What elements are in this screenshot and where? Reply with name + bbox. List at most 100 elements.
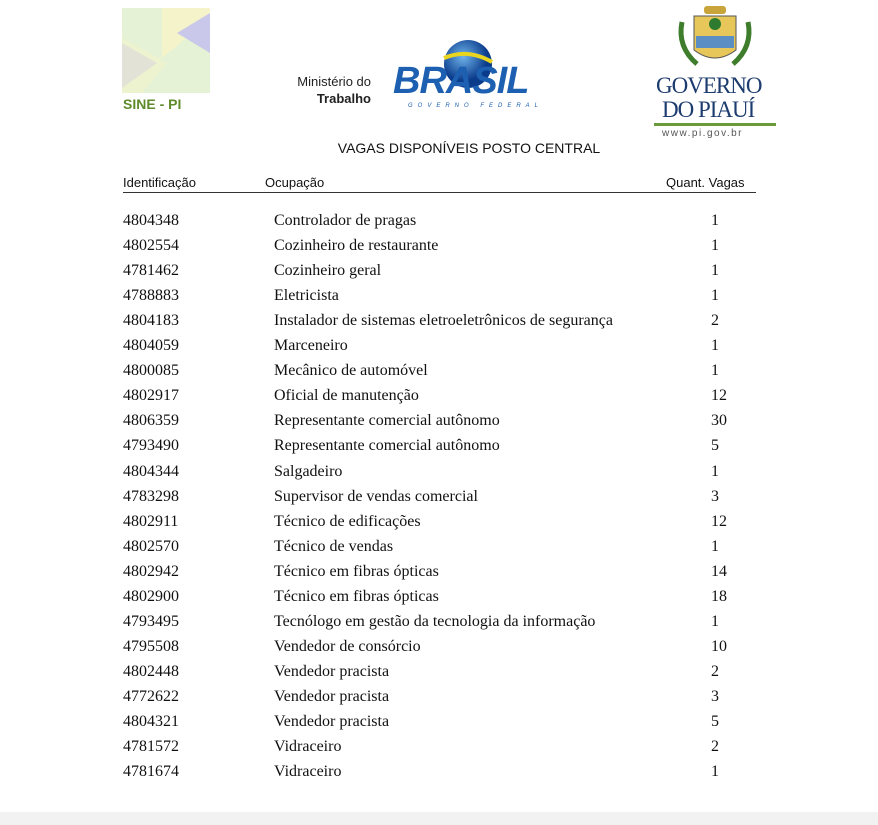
ministerio-trabalho-text: Ministério do Trabalho (297, 74, 371, 106)
table-row: 4793490 Representante comercial autônomo 5 (0, 433, 878, 458)
cell-quantity: 3 (711, 687, 719, 705)
cell-quantity: 5 (711, 437, 719, 455)
column-header-quantity: Quant. Vagas (666, 175, 745, 190)
cell-quantity: 30 (711, 412, 727, 430)
cell-quantity: 12 (711, 387, 727, 405)
table-row: 4804321 Vendedor pracista 5 (0, 709, 878, 734)
cell-occupation: Marceneiro (274, 337, 348, 355)
cell-id: 4806359 (123, 412, 179, 430)
cell-id: 4802942 (123, 562, 179, 580)
cell-occupation: Técnico em fibras ópticas (274, 562, 439, 580)
cell-occupation: Vidraceiro (274, 738, 342, 756)
cell-occupation: Mecânico de automóvel (274, 362, 428, 380)
brasil-governo-federal-logo: BRASIL GOVERNO FEDERAL (388, 38, 553, 113)
cell-quantity: 2 (711, 662, 719, 680)
column-header-id: Identificação (123, 175, 196, 190)
cell-quantity: 10 (711, 637, 727, 655)
table-row: 4795508 Vendedor de consórcio 10 (0, 634, 878, 659)
cell-id: 4802554 (123, 237, 179, 255)
cell-quantity: 5 (711, 713, 719, 730)
cell-id: 4800085 (123, 362, 179, 380)
cell-occupation: Eletricista (274, 287, 339, 305)
table-row: 4806359 Representante comercial autônomo 3… (0, 408, 878, 433)
cell-id: 4781674 (123, 763, 179, 781)
header-underline (123, 192, 756, 193)
cell-occupation: Salgadeiro (274, 462, 343, 480)
cell-occupation: Cozinheiro geral (274, 262, 382, 280)
cell-occupation: Representante comercial autônomo (274, 412, 500, 430)
governo-url: www.pi.gov.br (662, 128, 744, 139)
cell-id: 4804059 (123, 337, 179, 355)
brasil-wordmark: BRASIL (393, 60, 529, 102)
cell-occupation: Vendedor pracista (274, 687, 390, 705)
table-row: 4802911 Técnico de edificações 12 (0, 509, 878, 534)
table-row: 4788883 Eletricista 1 (0, 283, 878, 308)
governo-line2: DO PIAUÍ (662, 97, 755, 122)
cell-quantity: 18 (711, 587, 727, 605)
table-row: 4783298 Supervisor de vendas comercial 3 (0, 484, 878, 509)
cell-id: 4802448 (123, 662, 179, 680)
cell-quantity: 1 (711, 262, 719, 280)
cell-quantity: 1 (711, 212, 719, 229)
governo-divider (654, 123, 776, 126)
cell-id: 4795508 (123, 637, 179, 655)
cell-occupation: Vendedor de consórcio (274, 637, 421, 655)
table-row: 4804059 Marceneiro 1 (0, 333, 878, 358)
cell-quantity: 14 (711, 562, 727, 580)
cell-quantity: 3 (711, 487, 719, 505)
cell-occupation: Instalador de sistemas eletroeletrônicos… (274, 312, 613, 330)
table-row: 4781572 Vidraceiro 2 (0, 734, 878, 759)
cell-id: 4804348 (123, 212, 179, 229)
table-row: 4800085 Mecânico de automóvel 1 (0, 358, 878, 383)
cell-id: 4793495 (123, 612, 179, 630)
sine-pi-logo: SINE - PI (122, 8, 212, 114)
cell-occupation: Vidraceiro (274, 763, 342, 781)
cell-occupation: Vendedor pracista (274, 713, 390, 730)
cell-quantity: 1 (711, 537, 719, 555)
cell-id: 4781462 (123, 262, 179, 280)
table-row: 4802900 Técnico em fibras ópticas 18 (0, 584, 878, 609)
table-row: 4781462 Cozinheiro geral 1 (0, 258, 878, 283)
page-title: VAGAS DISPONÍVEIS POSTO CENTRAL (337, 140, 601, 156)
cell-occupation: Técnico de vendas (274, 537, 394, 555)
cell-id: 4783298 (123, 487, 179, 505)
table-row: 4802448 Vendedor pracista 2 (0, 659, 878, 684)
table-row: 4802554 Cozinheiro de restaurante 1 (0, 233, 878, 258)
brasil-subtitle: GOVERNO FEDERAL (408, 103, 544, 109)
cell-id: 4781572 (123, 738, 179, 756)
cell-quantity: 1 (711, 763, 719, 781)
cell-id: 4804183 (123, 312, 179, 330)
cell-quantity: 1 (711, 237, 719, 255)
table-row: 4802942 Técnico em fibras ópticas 14 (0, 559, 878, 584)
cell-occupation: Representante comercial autônomo (274, 437, 500, 455)
cell-id: 4802900 (123, 587, 179, 605)
cell-id: 4804344 (123, 462, 179, 480)
cell-quantity: 1 (711, 462, 719, 480)
sine-pi-text: SINE - PI (123, 96, 182, 112)
cell-quantity: 1 (711, 362, 719, 380)
cell-occupation: Controlador de pragas (274, 212, 417, 229)
cell-occupation: Oficial de manutenção (274, 387, 419, 405)
table-row: 4802917 Oficial de manutenção 12 (0, 383, 878, 408)
cell-id: 4788883 (123, 287, 179, 305)
cell-quantity: 2 (711, 738, 719, 756)
cell-id: 4772622 (123, 687, 179, 705)
table-row: 4802570 Técnico de vendas 1 (0, 534, 878, 559)
cell-id: 4793490 (123, 437, 179, 455)
cell-quantity: 1 (711, 287, 719, 305)
cell-occupation: Supervisor de vendas comercial (274, 487, 478, 505)
column-header-occupation: Ocupação (265, 175, 325, 190)
cell-occupation: Vendedor pracista (274, 662, 390, 680)
cell-id: 4802917 (123, 387, 179, 405)
cell-occupation: Técnico de edificações (274, 512, 421, 530)
table-row: 4804183 Instalador de sistemas eletroelet… (0, 308, 878, 333)
cell-occupation: Técnico em fibras ópticas (274, 587, 439, 605)
table-row: 4804344 Salgadeiro 1 (0, 459, 878, 484)
cell-quantity: 12 (711, 512, 727, 530)
governo-line1: GOVERNO (656, 73, 762, 98)
cell-id: 4802570 (123, 537, 179, 555)
cell-quantity: 1 (711, 337, 719, 355)
table-row: 4793495 Tecnólogo em gestão da tecnologia… (0, 609, 878, 634)
page-footer-strip (0, 812, 878, 825)
